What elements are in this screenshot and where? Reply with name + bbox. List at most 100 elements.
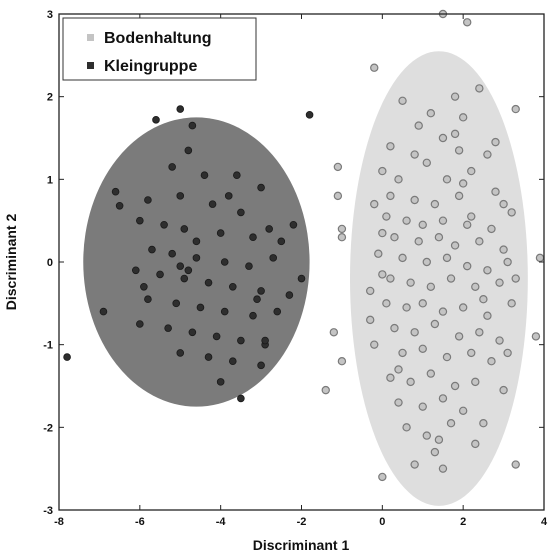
point-bodenhaltung-100 <box>337 224 347 234</box>
point-kleingruppe-50 <box>216 378 225 386</box>
point-bodenhaltung-88 <box>337 232 347 242</box>
point-bodenhaltung-87 <box>329 328 339 337</box>
point-bodenhaltung-58 <box>507 299 516 308</box>
point-bodenhaltung-93 <box>531 332 541 341</box>
point-bodenhaltung-3 <box>450 92 460 101</box>
point-kleingruppe-34 <box>144 295 152 304</box>
point-kleingruppe-43 <box>212 332 221 341</box>
point-kleingruppe-30 <box>204 278 213 287</box>
point-bodenhaltung-63 <box>475 328 484 337</box>
point-bodenhaltung-66 <box>398 348 407 358</box>
x-tick-label-0: -8 <box>54 516 64 528</box>
point-kleingruppe-9 <box>233 171 241 180</box>
point-bodenhaltung-49 <box>495 278 504 287</box>
point-bodenhaltung-77 <box>394 398 403 407</box>
y-tick-label-2: -1 <box>43 340 53 352</box>
point-bodenhaltung-91 <box>321 385 330 395</box>
point-kleingruppe-35 <box>172 299 181 308</box>
point-bodenhaltung-52 <box>382 299 391 308</box>
legend-marker-bodenhaltung <box>87 34 94 41</box>
point-bodenhaltung-70 <box>487 357 496 366</box>
point-bodenhaltung-96 <box>438 464 448 473</box>
point-bodenhaltung-61 <box>430 319 440 329</box>
point-bodenhaltung-35 <box>475 237 484 246</box>
point-bodenhaltung-25 <box>402 216 411 225</box>
point-bodenhaltung-6 <box>426 108 436 118</box>
y-tick-label-5: 2 <box>47 92 53 104</box>
point-bodenhaltung-26 <box>418 220 427 229</box>
point-bodenhaltung-89 <box>333 191 343 201</box>
point-bodenhaltung-74 <box>426 369 436 378</box>
point-bodenhaltung-7 <box>458 113 468 122</box>
point-kleingruppe-11 <box>144 196 152 204</box>
point-bodenhaltung-59 <box>390 323 399 333</box>
point-kleingruppe-4 <box>111 187 120 196</box>
point-bodenhaltung-108 <box>394 365 403 374</box>
confidence-ellipses <box>83 51 528 506</box>
point-bodenhaltung-53 <box>402 303 411 312</box>
point-bodenhaltung-30 <box>507 208 516 217</box>
point-bodenhaltung-109 <box>479 295 488 304</box>
point-kleingruppe-29 <box>180 274 189 283</box>
point-kleingruppe-1 <box>188 121 197 130</box>
point-kleingruppe-18 <box>216 229 225 237</box>
point-bodenhaltung-33 <box>434 232 444 242</box>
point-kleingruppe-49 <box>257 361 265 370</box>
point-bodenhaltung-43 <box>503 257 512 267</box>
point-bodenhaltung-60 <box>410 328 419 337</box>
point-bodenhaltung-105 <box>450 129 460 139</box>
point-kleingruppe-10 <box>257 183 265 192</box>
point-bodenhaltung-12 <box>467 166 476 176</box>
point-bodenhaltung-38 <box>398 253 407 263</box>
point-kleingruppe-57 <box>184 266 193 275</box>
point-bodenhaltung-41 <box>463 261 472 271</box>
point-bodenhaltung-10 <box>410 150 419 159</box>
point-kleingruppe-36 <box>196 303 205 312</box>
point-kleingruppe-20 <box>277 237 286 246</box>
point-bodenhaltung-8 <box>438 133 448 143</box>
point-kleingruppe-46 <box>176 349 185 357</box>
point-kleingruppe-62 <box>140 282 148 291</box>
point-bodenhaltung-29 <box>487 224 496 234</box>
point-bodenhaltung-97 <box>410 460 419 469</box>
x-tick-label-4: 0 <box>379 516 385 528</box>
point-bodenhaltung-67 <box>418 344 427 353</box>
point-bodenhaltung-73 <box>406 377 415 387</box>
point-bodenhaltung-103 <box>366 315 375 325</box>
point-kleingruppe-37 <box>220 307 229 316</box>
point-bodenhaltung-5 <box>398 96 407 106</box>
point-kleingruppe-19 <box>249 233 257 242</box>
point-bodenhaltung-24 <box>382 212 391 221</box>
point-bodenhaltung-112 <box>434 435 444 444</box>
point-bodenhaltung-79 <box>438 394 448 403</box>
y-tick-label-0: -3 <box>43 505 53 517</box>
point-kleingruppe-32 <box>257 287 265 295</box>
point-kleingruppe-28 <box>156 270 164 279</box>
point-kleingruppe-12 <box>176 192 185 200</box>
x-tick-label-2: -4 <box>216 516 227 528</box>
point-kleingruppe-25 <box>245 262 253 270</box>
point-bodenhaltung-50 <box>511 274 520 283</box>
point-bodenhaltung-104 <box>454 146 464 155</box>
legend-box <box>62 17 257 81</box>
point-bodenhaltung-54 <box>418 299 427 308</box>
point-bodenhaltung-9 <box>386 142 395 151</box>
x-tick-label-1: -6 <box>135 516 145 528</box>
point-bodenhaltung-22 <box>491 187 500 196</box>
point-bodenhaltung-83 <box>446 419 456 428</box>
point-kleingruppe-52 <box>63 353 71 361</box>
point-kleingruppe-60 <box>265 225 273 233</box>
point-bodenhaltung-2 <box>370 63 379 72</box>
point-kleingruppe-31 <box>228 282 237 291</box>
point-bodenhaltung-15 <box>394 175 403 184</box>
point-bodenhaltung-113 <box>491 137 500 147</box>
point-bodenhaltung-16 <box>442 175 452 184</box>
point-bodenhaltung-13 <box>483 150 492 159</box>
point-kleingruppe-42 <box>188 328 197 337</box>
legend: Bodenhaltung Kleingruppe <box>62 17 257 81</box>
point-kleingruppe-54 <box>297 274 306 283</box>
point-bodenhaltung-106 <box>414 121 423 130</box>
point-bodenhaltung-45 <box>406 278 415 287</box>
point-kleingruppe-58 <box>176 262 185 270</box>
